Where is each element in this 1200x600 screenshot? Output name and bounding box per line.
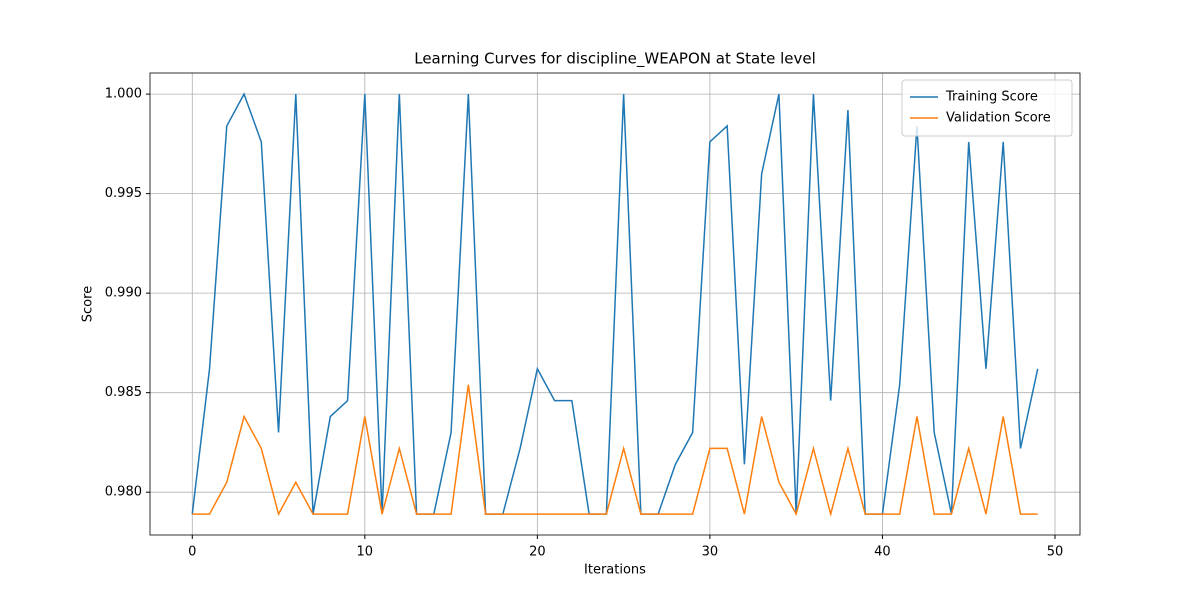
data-line — [191, 92, 1039, 515]
legend-label: Training Score — [945, 90, 1038, 105]
data-line — [192, 384, 1038, 518]
y-tick-label: 0.995 — [105, 186, 142, 201]
x-tick-label: 30 — [702, 545, 719, 560]
y-tick-label: 0.985 — [105, 385, 142, 400]
x-tick-label: 20 — [529, 545, 546, 560]
legend-box — [901, 79, 1073, 137]
y-tick-label: 0.980 — [105, 485, 142, 500]
y-tick-label: 1.000 — [105, 87, 142, 102]
x-tick-label: 40 — [874, 545, 891, 560]
chart-title: Learning Curves for discipline_WEAPON at… — [414, 50, 816, 69]
legend-label: Validation Score — [946, 111, 1051, 126]
plot-frame — [149, 72, 1081, 536]
x-tick-label: 10 — [357, 545, 374, 560]
x-tick-label: 0 — [188, 545, 196, 560]
x-tick-label: 50 — [1047, 545, 1064, 560]
x-axis-label: Iterations — [584, 563, 646, 578]
y-axis-label: Score — [81, 286, 96, 322]
y-tick-label: 0.990 — [105, 286, 142, 301]
